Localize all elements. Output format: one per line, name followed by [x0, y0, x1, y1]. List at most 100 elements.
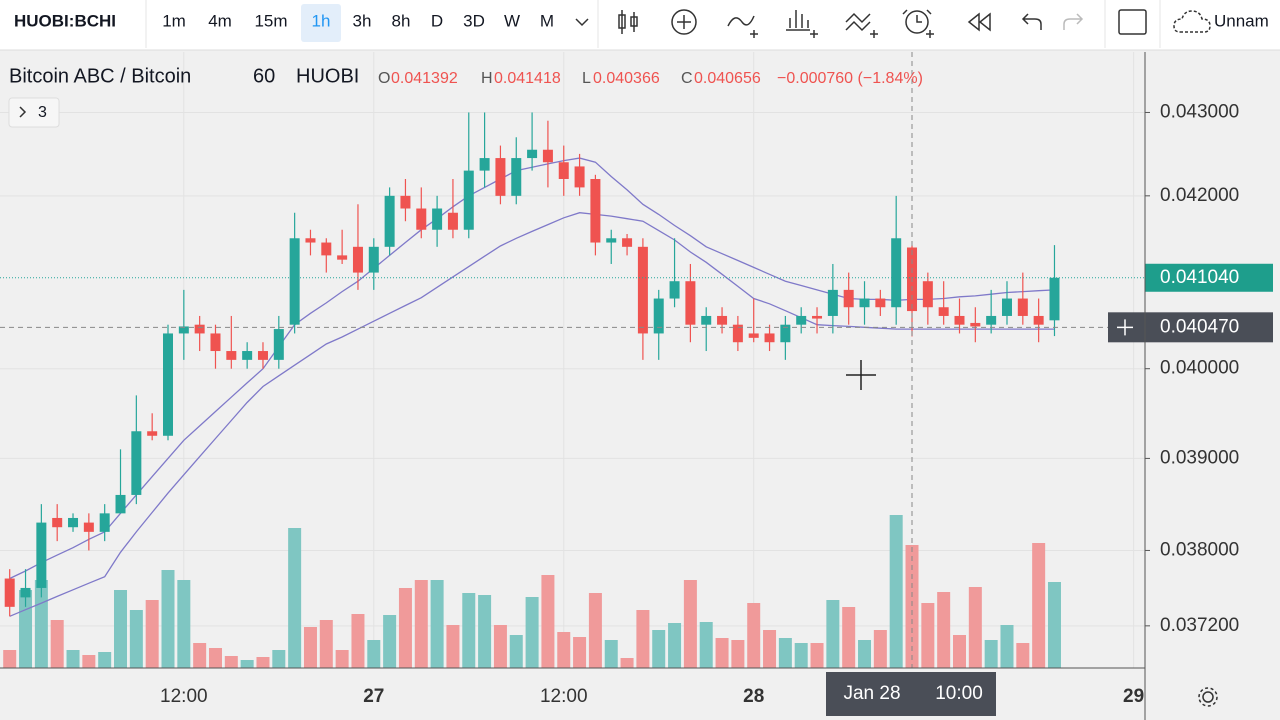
strategy-icon[interactable] — [845, 12, 878, 38]
legend-close: 0.040656 — [694, 70, 761, 87]
undo-icon[interactable] — [1021, 13, 1042, 30]
volume-bar — [668, 623, 682, 668]
candle-body — [210, 333, 221, 352]
candle-body — [622, 238, 633, 247]
layout-name[interactable]: Unnam — [1214, 11, 1269, 30]
volume-bar — [335, 650, 349, 668]
volume-bar — [683, 580, 697, 668]
candle-body — [542, 149, 553, 163]
volume-bar — [1000, 625, 1014, 668]
candle-body — [511, 158, 522, 196]
compare-icon[interactable] — [671, 9, 697, 35]
replay-icon[interactable] — [967, 12, 991, 32]
redo-icon[interactable] — [1063, 13, 1084, 30]
interval-button[interactable]: 1m — [162, 11, 186, 30]
interval-button[interactable]: D — [431, 11, 443, 30]
axes: 0.043000 0.042000 0.040000 0.039000 0.038000… — [160, 101, 1239, 707]
interval-button[interactable]: 8h — [392, 11, 411, 30]
overlay: 0.041040 0.040470 Jan 28 10:00 — [0, 52, 1273, 716]
indicators-count: 3 — [38, 104, 47, 121]
candle-body — [289, 238, 300, 325]
candle-body — [1033, 315, 1044, 325]
volume-bar — [193, 643, 207, 668]
crosshair-plus — [1117, 319, 1133, 336]
candle-body — [321, 242, 332, 256]
interval-button[interactable]: 3D — [463, 11, 485, 30]
legend-open: 0.041392 — [391, 70, 458, 87]
candle-body — [859, 298, 870, 308]
legend-o-label: O — [378, 70, 390, 87]
interval-button[interactable]: 1h — [312, 11, 331, 30]
interval-button[interactable]: 3h — [353, 11, 372, 30]
fullscreen-icon[interactable] — [1118, 9, 1147, 35]
volume-bar — [968, 587, 982, 668]
volume-bar — [826, 600, 840, 668]
candle-body — [68, 517, 79, 528]
legend-l-label: L — [582, 70, 591, 87]
volume-bar — [367, 640, 381, 668]
interval-button[interactable]: 4m — [208, 11, 232, 30]
candle-body — [606, 238, 617, 243]
candle-body — [178, 326, 189, 334]
candle-body — [479, 158, 490, 171]
candle-body — [194, 324, 205, 334]
candle-body — [574, 166, 585, 188]
crosshair-time-badge — [826, 672, 996, 716]
candle-body — [147, 431, 158, 436]
candle-body — [115, 494, 126, 514]
chart-type-icon[interactable] — [618, 10, 638, 34]
intervals: 1m 4m 15m 1h 3h 8h D 3D W M — [162, 11, 554, 30]
volume-bar — [794, 643, 808, 668]
toolbar-icons — [618, 9, 1211, 38]
legend-high: 0.041418 — [494, 70, 561, 87]
x-tick-label: 29 — [1123, 686, 1144, 707]
x-tick-label: 27 — [363, 686, 384, 707]
candle-body — [1017, 298, 1028, 316]
candle-body — [242, 351, 253, 360]
candle-body — [463, 170, 474, 230]
candle-body — [669, 281, 680, 299]
candle-body — [701, 315, 712, 325]
legend-exchange: HUOBI — [296, 65, 359, 87]
legend-interval: 60 — [253, 65, 275, 87]
volume-bar — [842, 607, 856, 668]
legend-low: 0.040366 — [593, 70, 660, 87]
dropdown-icon[interactable] — [575, 18, 589, 27]
volume-bar — [984, 640, 998, 668]
interval-button[interactable]: M — [540, 11, 554, 30]
candle-body — [352, 246, 363, 273]
symbol[interactable]: HUOBI:BCHI — [14, 11, 116, 30]
y-tick-label: 0.042000 — [1160, 185, 1239, 206]
volume-bar — [1016, 643, 1030, 668]
volume-bar — [478, 595, 492, 668]
indicators-toggle[interactable] — [8, 97, 60, 128]
x-tick-label: 12:00 — [160, 686, 208, 707]
candle-body — [780, 324, 791, 343]
candle-body — [590, 178, 601, 243]
alert-icon[interactable] — [902, 9, 934, 38]
interval-button[interactable]: 15m — [254, 11, 287, 30]
templates-icon[interactable] — [786, 10, 818, 38]
volume-pane — [3, 515, 1061, 668]
y-tick-label: 0.037200 — [1160, 615, 1239, 636]
cursor — [846, 360, 876, 390]
indicators-icon[interactable] — [727, 15, 758, 38]
last-price-label: 0.041040 — [1160, 267, 1239, 288]
last-price-badge — [1145, 263, 1273, 292]
interval-button[interactable]: W — [504, 11, 520, 30]
crosshair-price-label: 0.040470 — [1160, 316, 1239, 337]
settings-icon[interactable] — [1198, 687, 1218, 707]
volume-bar — [462, 593, 476, 668]
volume-bar — [114, 590, 128, 668]
volume-bar — [208, 648, 222, 668]
volume-bar — [66, 650, 80, 668]
volume-bar — [889, 515, 903, 668]
crosshair-price-badge — [1108, 312, 1273, 343]
candle-body — [257, 351, 268, 360]
volume-bar — [905, 545, 919, 668]
volume-bar — [383, 615, 397, 668]
candle-body — [83, 522, 94, 532]
crosshair-date-label: Jan 28 — [843, 683, 900, 704]
candle-body — [337, 255, 348, 260]
candle-body — [432, 208, 443, 230]
